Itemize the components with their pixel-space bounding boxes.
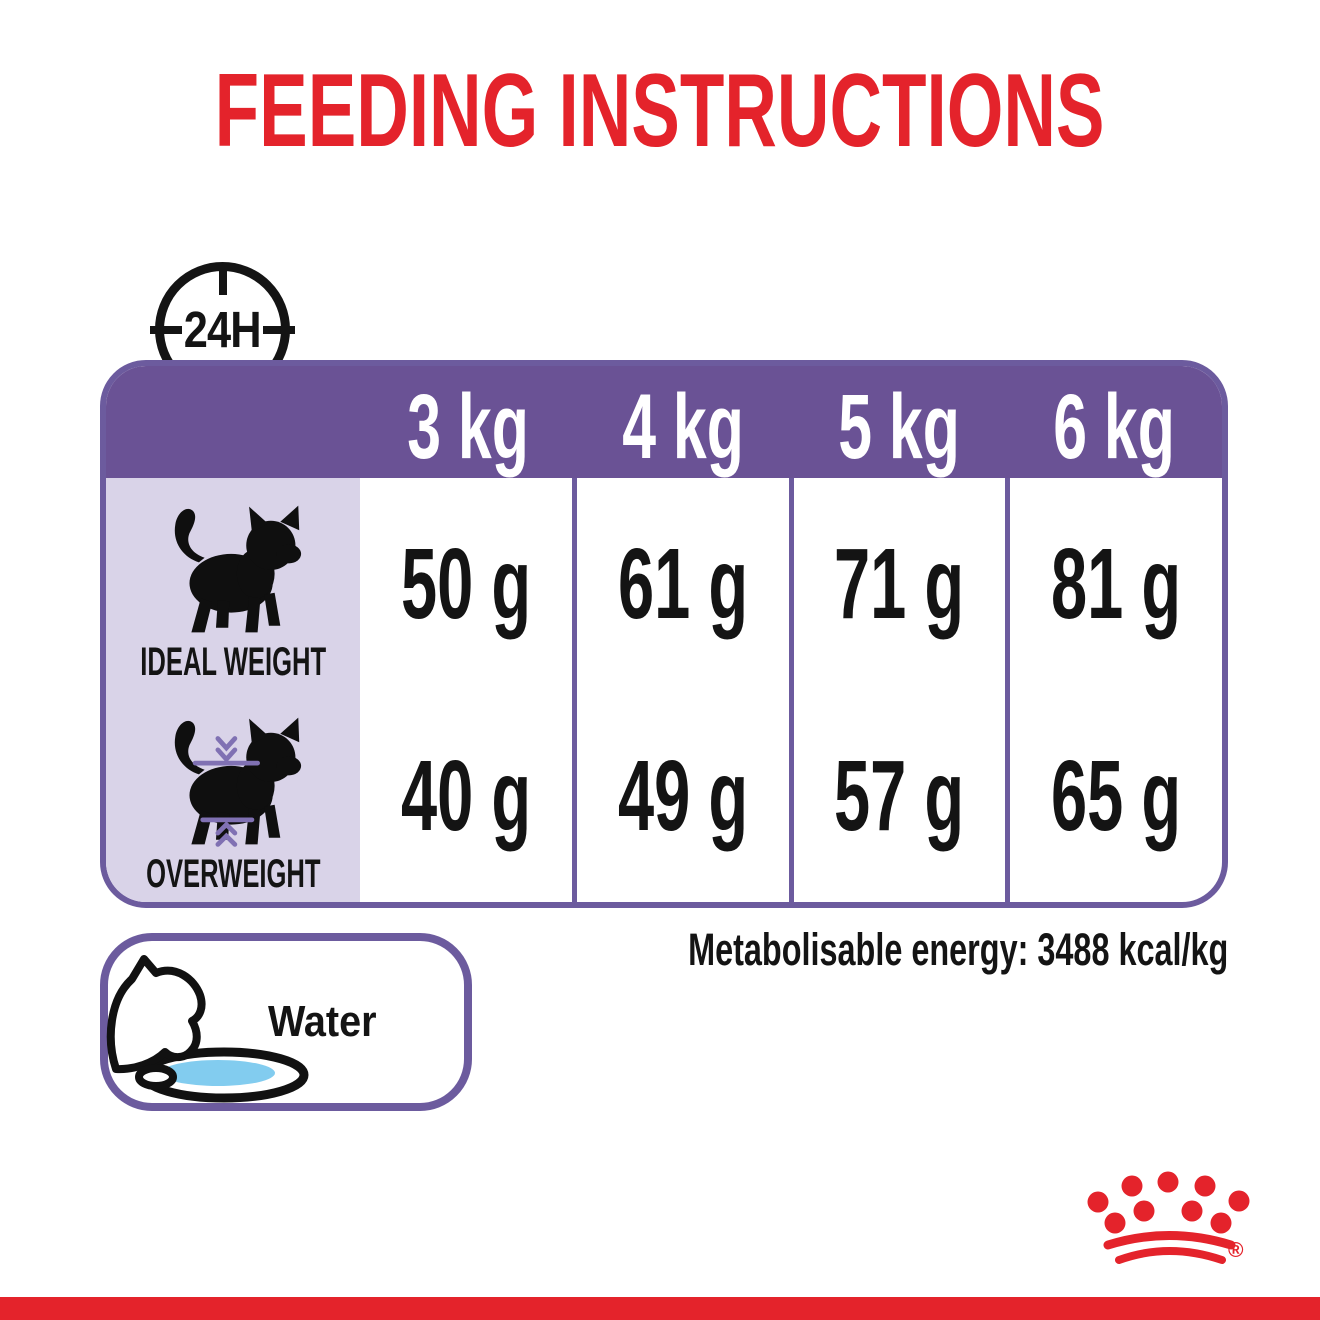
royal-canin-crown-logo: ® [1080,1165,1320,1305]
ration-ideal-4kg: 61 g [617,527,748,640]
ideal-weight-cell: IDEAL WEIGHT [106,478,360,690]
column-6kg: 81 g 65 g [1005,478,1222,902]
water-box: Water [100,933,472,1111]
registered-mark: ® [1228,1239,1244,1262]
feeding-table: 3 kg 4 kg 5 kg 6 kg [100,360,1228,908]
column-3kg: 50 g 40 g [360,478,572,902]
overweight-label: OVERWEIGHT [145,852,321,896]
water-label: Water [268,997,377,1046]
header-spacer [106,366,360,478]
weight-header-4kg: 4 kg [622,375,745,478]
ration-overweight-3kg: 40 g [400,739,531,852]
ration-ideal-3kg: 50 g [400,527,531,640]
feeding-table-header: 3 kg 4 kg 5 kg 6 kg [106,366,1222,478]
red-footer-bar [0,1297,1320,1320]
cat-drinking-icon [106,955,309,1103]
column-4kg: 61 g 49 g [571,478,789,902]
ration-ideal-5kg: 71 g [834,527,965,640]
page-title-text: FEEDING INSTRUCTIONS [215,53,1105,169]
weight-header-6kg: 6 kg [1053,375,1176,478]
clock-label: 24H [184,301,262,358]
ideal-weight-label: IDEAL WEIGHT [140,640,326,684]
weight-header-3kg: 3 kg [406,375,529,478]
slimming-arrows [192,736,260,847]
ration-overweight-4kg: 49 g [617,739,748,852]
cat-ideal-weight-icon [174,505,302,633]
column-5kg: 71 g 57 g [788,478,1006,902]
cat-overweight-icon [174,717,302,847]
ration-overweight-5kg: 57 g [834,739,965,852]
clock-tick-left [150,325,182,334]
clock-tick-right [263,325,295,334]
crown-icon [1087,1171,1250,1264]
page-title: FEEDING INSTRUCTIONS [0,53,1320,169]
weight-header-5kg: 5 kg [837,375,960,478]
ration-overweight-6kg: 65 g [1051,739,1182,852]
overweight-cell: OVERWEIGHT [106,690,360,902]
row-label-column: IDEAL WEIGHT [106,478,360,902]
ration-ideal-6kg: 81 g [1051,527,1182,640]
feeding-table-body: IDEAL WEIGHT [106,478,1222,902]
clock-tick-top [218,269,227,295]
energy-note: Metabolisable energy: 3488 kcal/kg [687,924,1228,975]
